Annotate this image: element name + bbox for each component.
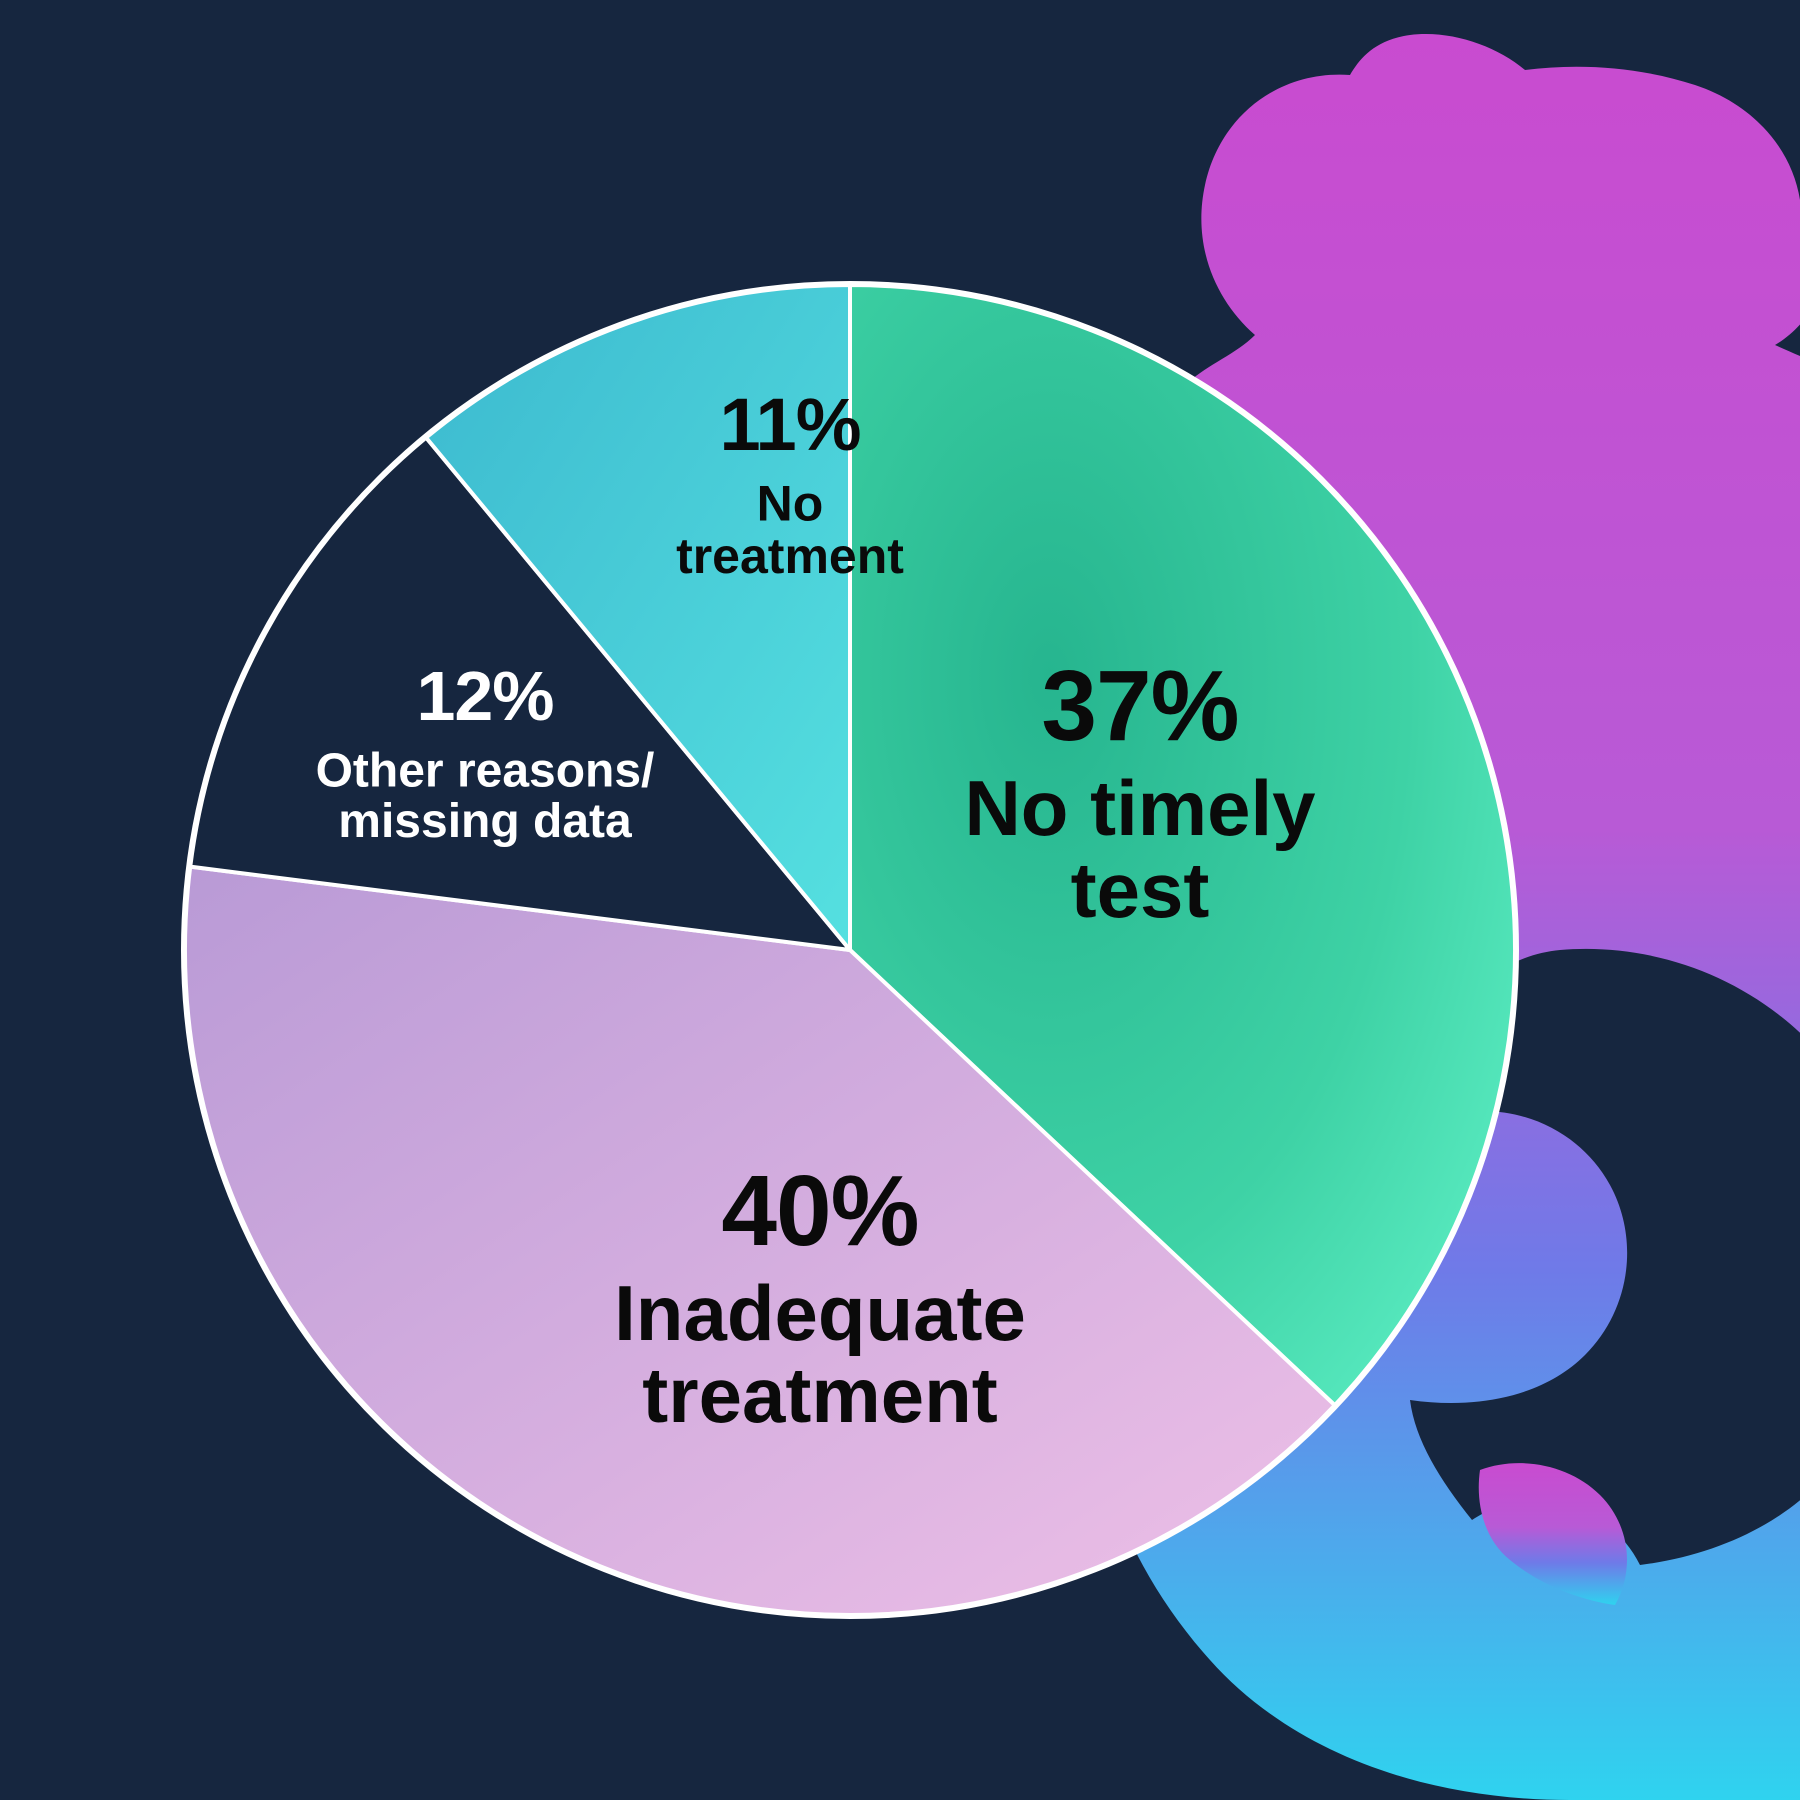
infographic-stage: 37%No timelytest40%Inadequatetreatment12… — [0, 0, 1800, 1800]
pie-label-text: treatment — [642, 1351, 997, 1439]
pie-label-text: test — [1071, 846, 1210, 934]
pie-label-text: Other reasons/ — [316, 745, 655, 798]
pie-label-text: missing data — [338, 795, 632, 848]
pie-label-text: No — [757, 475, 824, 531]
pie-label-pct: 11% — [719, 383, 860, 466]
pie-label-pct: 37% — [1041, 650, 1238, 762]
pie-label-text: treatment — [676, 528, 904, 584]
chart-svg: 37%No timelytest40%Inadequatetreatment12… — [0, 0, 1800, 1800]
pie-chart: 37%No timelytest40%Inadequatetreatment12… — [183, 283, 1517, 1617]
pie-label-pct: 40% — [721, 1155, 918, 1267]
pie-label-text: No timely — [964, 764, 1315, 852]
pie-label-pct: 12% — [416, 657, 553, 735]
pie-label-text: Inadequate — [614, 1269, 1026, 1357]
